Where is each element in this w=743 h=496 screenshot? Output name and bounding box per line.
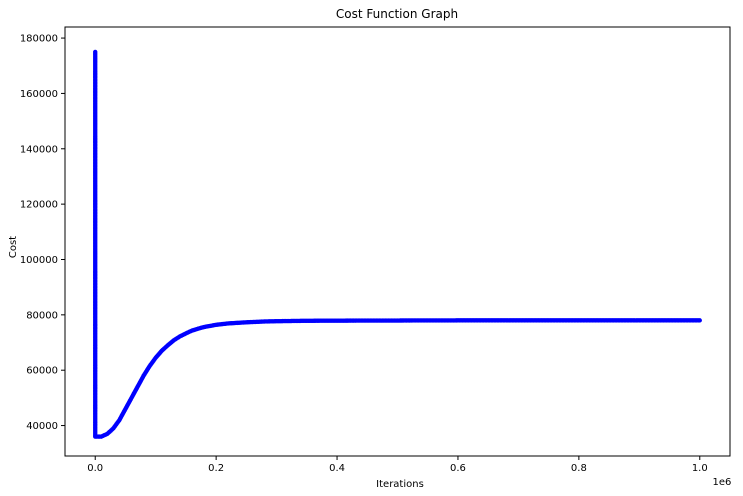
x-offset-label: 1e6 — [713, 477, 732, 488]
data-point — [697, 318, 702, 323]
x-tick-label: 0.6 — [450, 463, 466, 474]
x-tick-label: 0.2 — [208, 463, 224, 474]
y-tick-label: 160000 — [20, 89, 58, 100]
y-tick-label: 60000 — [26, 366, 58, 377]
x-axis-label: Iterations — [376, 479, 424, 490]
cost-series — [93, 49, 702, 439]
chart-title: Cost Function Graph — [336, 7, 458, 21]
x-tick-label: 0.8 — [571, 463, 587, 474]
x-tick-label: 1.0 — [692, 463, 708, 474]
x-tick-label: 0.0 — [87, 463, 103, 474]
y-axis: 40000 60000 80000 100000 120000 140000 160000 1… — [20, 34, 65, 432]
x-axis: 0.0 0.2 0.4 0.6 0.8 1.0 — [87, 456, 708, 474]
y-tick-label: 140000 — [20, 144, 58, 155]
x-tick-label: 0.4 — [329, 463, 345, 474]
y-tick-label: 40000 — [26, 421, 58, 432]
y-tick-label: 80000 — [26, 310, 58, 321]
y-tick-label: 180000 — [20, 34, 58, 45]
y-tick-label: 100000 — [20, 255, 58, 266]
y-axis-label: Cost — [8, 236, 19, 258]
y-tick-label: 120000 — [20, 200, 58, 211]
plot-area-frame — [64, 26, 731, 457]
